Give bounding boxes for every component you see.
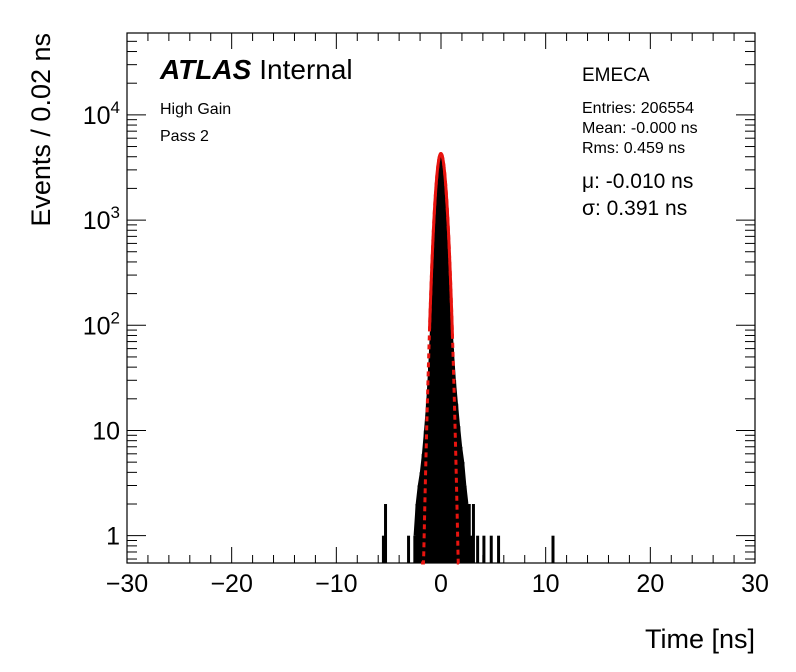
- x-tick-label: 10: [532, 570, 560, 598]
- x-tick-label: 0: [434, 570, 448, 598]
- x-tick-labels: −30 −20 −10 0 10 20 30: [106, 570, 769, 598]
- x-tick-label: −30: [106, 570, 148, 598]
- y-tick-base: 10: [83, 102, 111, 130]
- fit-sigma-label: σ: 0.391 ns: [582, 197, 687, 220]
- x-tick-label: 20: [636, 570, 664, 598]
- y-tick-exponent: 4: [111, 98, 120, 117]
- rms-label: Rms: 0.459 ns: [582, 140, 685, 157]
- y-tick-label: 104: [83, 98, 120, 130]
- y-tick-base: 10: [83, 312, 111, 340]
- mean-label: Mean: -0.000 ns: [582, 120, 698, 137]
- y-tick-label: 102: [83, 308, 120, 340]
- entries-label: Entries: 206554: [582, 100, 694, 117]
- x-tick-label: −20: [210, 570, 252, 598]
- x-tick-label: −10: [315, 570, 357, 598]
- histogram-series: [381, 153, 555, 563]
- fit-curve-dashed: [421, 151, 461, 565]
- y-tick-base: 10: [83, 207, 111, 235]
- y-tick-exponent: 2: [111, 308, 120, 327]
- y-tick-exponent: 3: [111, 203, 120, 222]
- atlas-word: ATLAS: [159, 54, 252, 85]
- gaussian-fit: [421, 151, 461, 565]
- axis-ticks: [126, 32, 756, 563]
- y-axis-label: Events / 0.02 ns: [26, 33, 56, 227]
- fit-mu-label: μ: -0.010 ns: [582, 170, 693, 193]
- atlas-label: ATLAS Internal: [159, 54, 353, 85]
- y-tick-label: 10: [92, 417, 120, 445]
- fit-curve-solid: [427, 151, 455, 338]
- x-tick-label: 30: [741, 570, 769, 598]
- y-tick-label: 103: [83, 203, 120, 235]
- region-label: EMECA: [582, 65, 650, 86]
- y-tick-label: 1: [106, 523, 120, 551]
- atlas-sub: Internal: [259, 54, 352, 85]
- gain-label: High Gain: [160, 101, 231, 118]
- x-axis-label: Time [ns]: [645, 624, 755, 654]
- pass-label: Pass 2: [160, 128, 209, 145]
